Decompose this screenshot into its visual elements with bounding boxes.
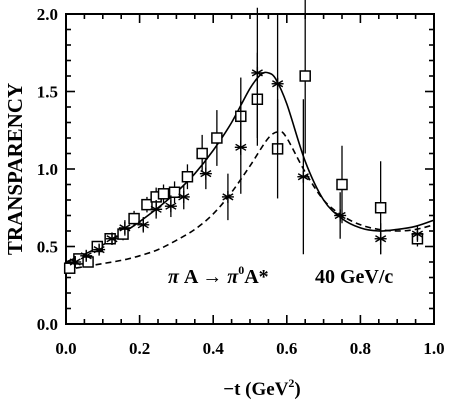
asterisk-point bbox=[137, 218, 150, 231]
asterisk-point bbox=[234, 141, 247, 154]
y-tick-label: 1.5 bbox=[37, 83, 58, 102]
asterisk-point bbox=[221, 190, 234, 203]
asterisk-point bbox=[80, 249, 93, 262]
data-points bbox=[63, 0, 424, 274]
x-tick-label: 0.4 bbox=[203, 339, 225, 358]
asterisk-point bbox=[93, 243, 106, 256]
square-point bbox=[299, 70, 311, 82]
square-point bbox=[336, 178, 348, 191]
x-tick-label: 1.0 bbox=[423, 339, 444, 358]
asterisk-point bbox=[164, 200, 177, 213]
x-tick-label: 0.0 bbox=[55, 339, 76, 358]
asterisk-point bbox=[106, 232, 118, 245]
asterisk-point bbox=[118, 221, 131, 234]
x-tick-label: 0.6 bbox=[276, 339, 297, 358]
square-point bbox=[374, 202, 387, 214]
y-tick-label: 0.0 bbox=[37, 315, 58, 334]
square-point bbox=[211, 132, 223, 144]
y-tick-label: 0.5 bbox=[37, 238, 58, 257]
x-axis-title-main: −t (GeV bbox=[223, 379, 288, 400]
square-point bbox=[128, 212, 140, 225]
asterisk-point bbox=[297, 170, 310, 183]
reaction-annotation: π A → π0A* bbox=[168, 263, 269, 288]
asterisk-point bbox=[374, 232, 387, 245]
square-point bbox=[168, 186, 181, 198]
asterisk-point bbox=[199, 167, 212, 180]
asterisk-point bbox=[251, 66, 264, 79]
asterisk-point bbox=[411, 228, 424, 241]
asterisk-point bbox=[150, 203, 163, 216]
asterisk-point bbox=[69, 256, 82, 268]
x-tick-label: 0.8 bbox=[350, 339, 371, 358]
square-point bbox=[63, 262, 76, 274]
square-point bbox=[196, 147, 208, 160]
asterisk-point bbox=[334, 209, 347, 222]
square-point bbox=[141, 198, 153, 211]
energy-annotation: 40 GeV/c bbox=[315, 266, 393, 288]
annot-arrow: A → bbox=[179, 266, 227, 288]
annot-a-star: A* bbox=[244, 266, 268, 288]
y-tick-label: 2.0 bbox=[37, 5, 58, 24]
square-point bbox=[181, 171, 194, 183]
y-tick-label: 1.0 bbox=[37, 160, 58, 179]
annot-sup-zero: 0 bbox=[238, 263, 244, 277]
y-axis-title: TRANSPARENCY bbox=[3, 83, 27, 255]
x-axis-title-close: ) bbox=[294, 379, 300, 400]
x-axis-title-sup: 2 bbox=[288, 376, 294, 390]
axis-ticks bbox=[65, 13, 435, 325]
x-tick-label: 0.2 bbox=[129, 339, 150, 358]
annot-pi-2: π bbox=[227, 266, 239, 288]
dashed-curve bbox=[65, 130, 435, 271]
asterisk-point bbox=[177, 190, 190, 203]
x-axis-title: −t (GeV2) bbox=[223, 376, 301, 400]
asterisk-point bbox=[271, 77, 284, 90]
annot-pi-1: π bbox=[168, 266, 180, 288]
square-point bbox=[91, 240, 104, 253]
square-point bbox=[157, 188, 170, 200]
axis-tick-labels: 0.0 0.2 0.4 0.6 0.8 1.0 0.0 0.5 1.0 1.5 2.0 bbox=[37, 5, 445, 358]
